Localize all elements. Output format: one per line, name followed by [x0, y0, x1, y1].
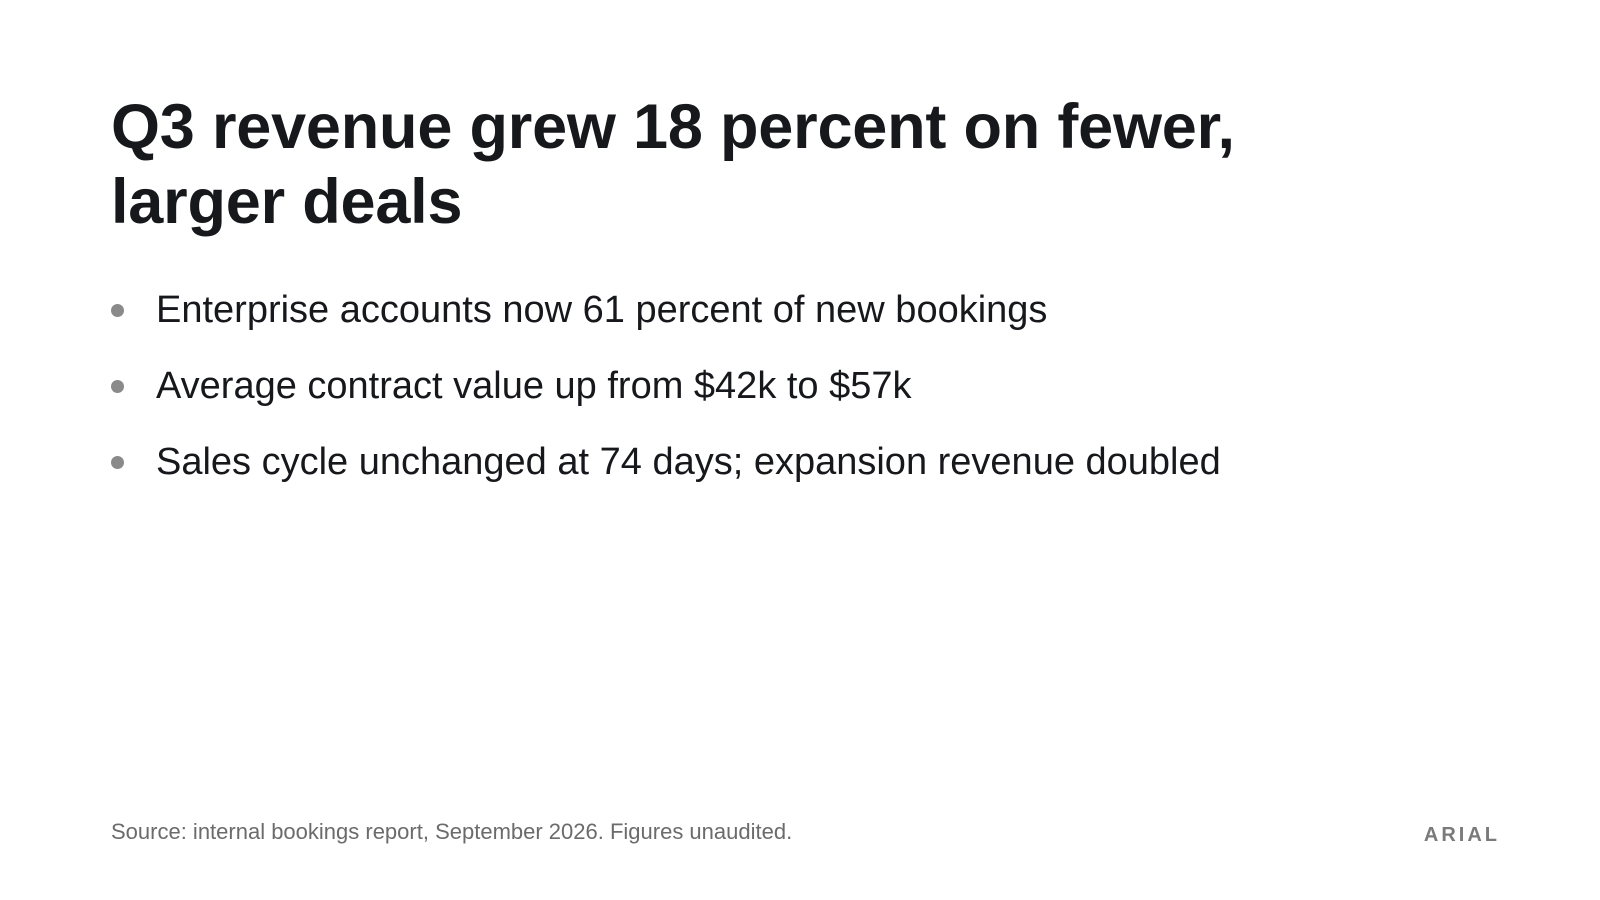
bullet-list: Enterprise accounts now 61 percent of ne…	[111, 286, 1221, 514]
bullet-dot-icon	[111, 304, 124, 317]
bullet-text: Enterprise accounts now 61 percent of ne…	[156, 289, 1048, 331]
source-note: Source: internal bookings report, Septem…	[111, 819, 793, 844]
bullet-item: Enterprise accounts now 61 percent of ne…	[111, 286, 1221, 362]
bullet-item: Sales cycle unchanged at 74 days; expans…	[111, 438, 1221, 514]
bullet-text: Sales cycle unchanged at 74 days; expans…	[156, 441, 1221, 483]
bullet-dot-icon	[111, 456, 124, 469]
slide-title: Q3 revenue grew 18 percent on fewer, lar…	[111, 92, 1235, 237]
brand-label: ARIAL	[1423, 824, 1500, 846]
bullet-item: Average contract value up from $42k to $…	[111, 362, 1221, 438]
bullet-text: Average contract value up from $42k to $…	[156, 365, 912, 407]
bullet-dot-icon	[111, 380, 124, 393]
